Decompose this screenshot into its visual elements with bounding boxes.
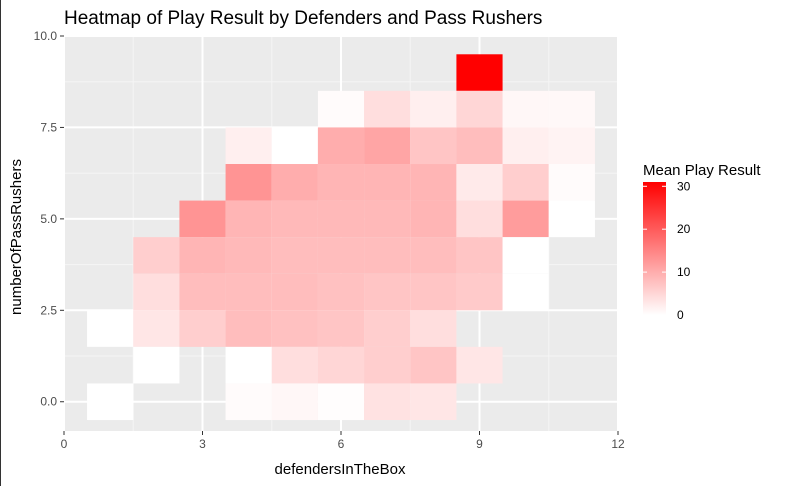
heatmap-cell	[271, 200, 318, 238]
heatmap-cell	[548, 90, 595, 128]
heatmap-cell	[456, 54, 503, 91]
heatmap-cell	[225, 383, 272, 421]
heatmap-cell	[456, 273, 503, 311]
x-tick-label: 12	[611, 437, 625, 451]
heatmap-cell	[456, 90, 503, 128]
y-tick-label: 10.0	[34, 29, 58, 43]
heatmap-cell	[133, 346, 180, 384]
heatmap-cell	[317, 200, 365, 238]
heatmap-cell	[179, 237, 226, 274]
heatmap-cell	[225, 200, 272, 238]
heatmap-cell	[410, 164, 457, 201]
y-tick-label: 0.0	[40, 395, 57, 409]
window-edge	[0, 0, 1, 486]
heatmap-cells	[87, 54, 595, 421]
chart-title: Heatmap of Play Result by Defenders and …	[64, 8, 542, 29]
heatmap-cell	[179, 200, 226, 238]
heatmap-cell	[317, 127, 365, 165]
heatmap-cell	[317, 164, 365, 201]
heatmap-cell	[456, 346, 503, 384]
heatmap-cell	[410, 310, 457, 347]
heatmap-cell	[548, 200, 595, 238]
legend-break-label: 0	[677, 308, 684, 322]
heatmap-cell	[364, 90, 411, 128]
legend-title: Mean Play Result	[643, 162, 761, 179]
heatmap-cell	[271, 164, 318, 201]
heatmap-cell	[364, 273, 411, 311]
heatmap-cell	[364, 237, 411, 274]
heatmap-cell	[271, 237, 318, 274]
y-tick-label: 5.0	[40, 212, 57, 226]
heatmap-cell	[133, 310, 180, 347]
heatmap-cell	[548, 127, 595, 165]
x-tick-label: 0	[61, 437, 68, 451]
heatmap-cell	[502, 237, 549, 274]
heatmap-cell	[364, 127, 411, 165]
heatmap-cell	[225, 346, 272, 384]
legend-color-bar	[643, 182, 666, 315]
heatmap-cell	[317, 237, 365, 274]
x-tick-label: 6	[338, 437, 345, 451]
y-tick-label: 2.5	[40, 303, 57, 317]
heatmap-cell	[133, 237, 180, 274]
heatmap-cell	[548, 164, 595, 201]
heatmap-cell	[133, 273, 180, 311]
heatmap-cell	[410, 127, 457, 165]
heatmap-cell	[410, 200, 457, 238]
heatmap-cell	[502, 127, 549, 165]
color-legend: Mean Play Result 0 10 20 30	[643, 162, 761, 322]
heatmap-cell	[225, 273, 272, 311]
heatmap-cell	[317, 90, 365, 128]
heatmap-cell	[364, 200, 411, 238]
heatmap-cell	[456, 164, 503, 201]
heatmap-cell	[410, 383, 457, 421]
heatmap-cell	[225, 127, 272, 165]
x-tick-label: 9	[476, 437, 483, 451]
heatmap-cell	[364, 164, 411, 201]
x-axis: 0 3 6 9 12	[61, 431, 625, 451]
heatmap-cell	[225, 310, 272, 347]
legend-break-label: 10	[677, 265, 691, 279]
heatmap-cell	[271, 346, 318, 384]
heatmap-cell	[364, 310, 411, 347]
heatmap-cell	[410, 273, 457, 311]
heatmap-cell	[179, 310, 226, 347]
heatmap-cell	[410, 346, 457, 384]
heatmap-cell	[317, 383, 365, 421]
heatmap-cell	[271, 383, 318, 421]
heatmap-cell	[502, 200, 549, 238]
legend-break-label: 30	[677, 179, 691, 193]
heatmap-cell	[317, 273, 365, 311]
heatmap-cell	[271, 273, 318, 311]
heatmap-cell	[317, 310, 365, 347]
heatmap-cell	[502, 90, 549, 128]
heatmap-cell	[364, 346, 411, 384]
legend-ticks: 0 10 20 30	[643, 179, 691, 322]
heatmap-cell	[317, 346, 365, 384]
heatmap-cell	[87, 310, 134, 347]
heatmap-cell	[225, 164, 272, 201]
heatmap-cell	[364, 383, 411, 421]
heatmap-cell	[225, 237, 272, 274]
heatmap-cell	[271, 127, 318, 165]
heatmap-cell	[456, 237, 503, 274]
heatmap-cell	[179, 273, 226, 311]
heatmap-cell	[502, 164, 549, 201]
x-tick-label: 3	[199, 437, 206, 451]
heatmap-cell	[502, 273, 549, 311]
heatmap-cell	[456, 127, 503, 165]
heatmap-cell	[456, 200, 503, 238]
heatmap-cell	[410, 90, 457, 128]
legend-break-label: 20	[677, 222, 691, 236]
heatmap-cell	[271, 310, 318, 347]
y-tick-label: 7.5	[40, 120, 57, 134]
y-axis-title: numberOfPassRushers	[8, 159, 25, 315]
x-axis-title: defendersInTheBox	[275, 461, 406, 478]
heatmap-cell	[87, 383, 134, 421]
heatmap-cell	[410, 237, 457, 274]
y-axis: 0.0 2.5 5.0 7.5 10.0	[34, 29, 64, 409]
